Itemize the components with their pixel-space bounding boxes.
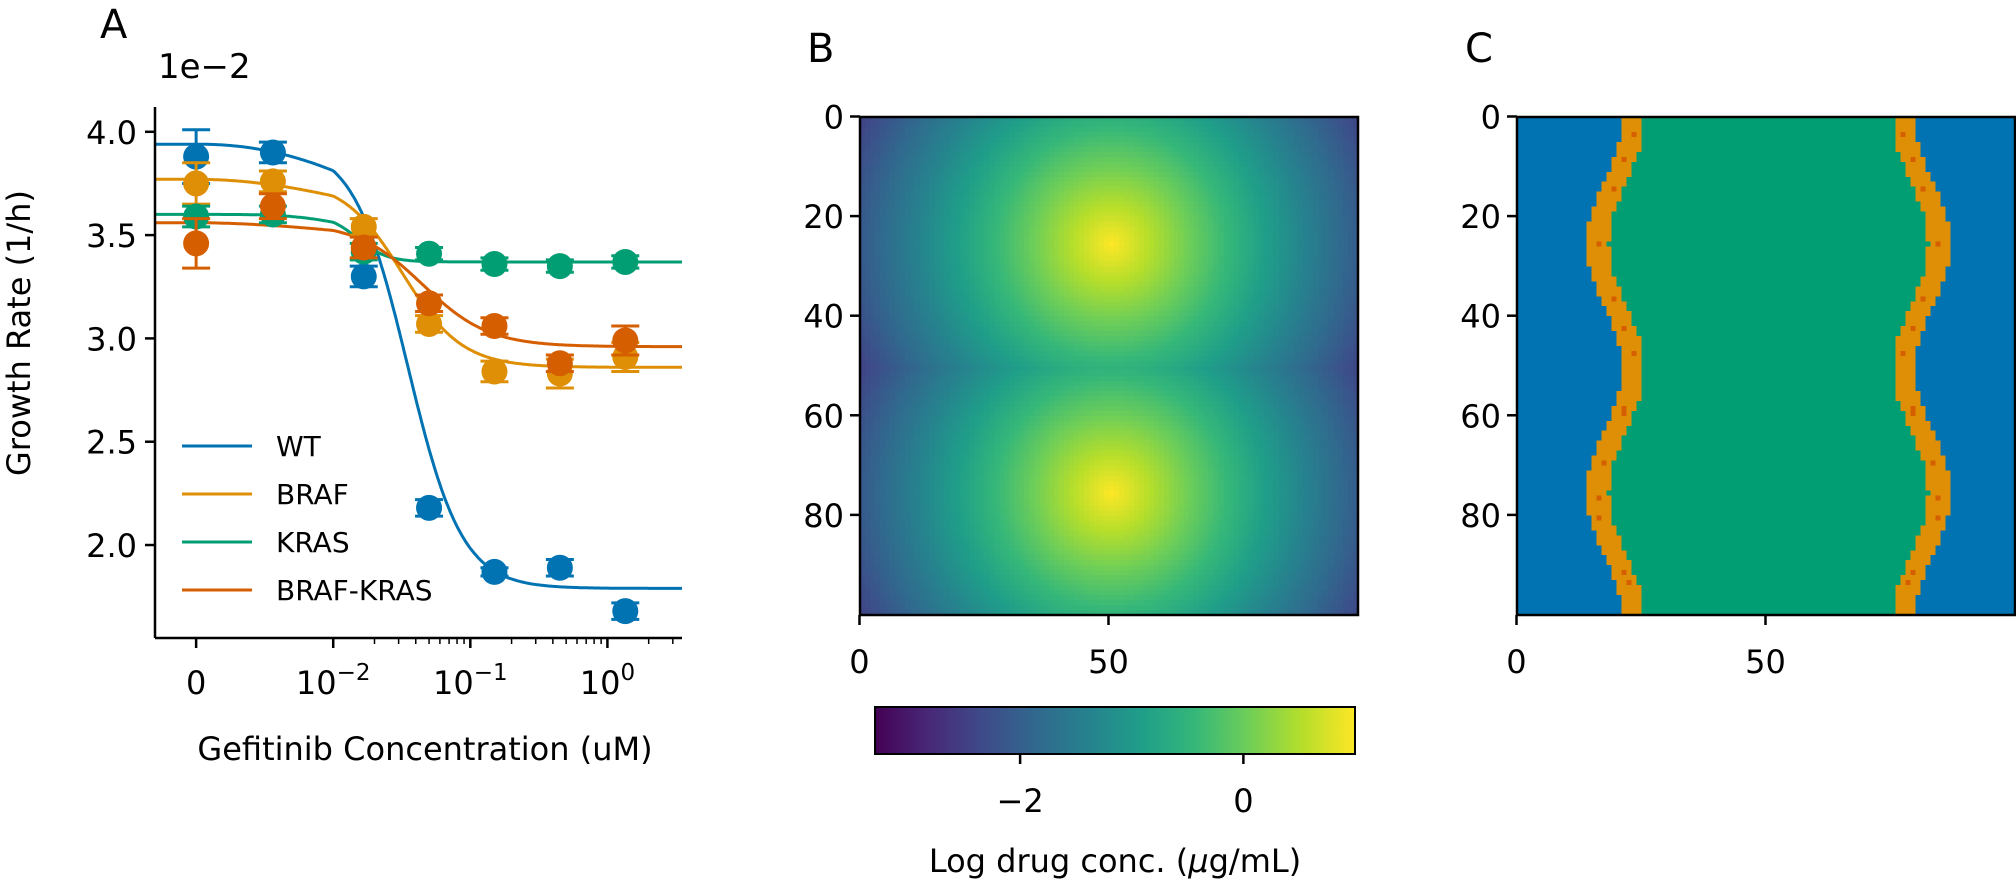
colorbar-tick-label: −2 — [997, 782, 1044, 820]
y-tick-label: 3.5 — [86, 217, 137, 255]
panel-label-c: C — [1465, 26, 1493, 72]
panel-a-growth-curves: 1e−2 Growth Rate (1/h) Gefitinib Concent… — [0, 47, 682, 768]
y-tick-label: 60 — [803, 397, 844, 435]
y-tick-label: 20 — [1460, 198, 1501, 236]
x-tick-label: 50 — [1088, 643, 1129, 681]
data-point-wt — [416, 494, 443, 521]
x-tick-label: 0 — [849, 643, 869, 681]
y-axis-label: Growth Rate (1/h) — [0, 190, 38, 476]
x-tick-label: 10−1 — [433, 660, 508, 702]
panel-label-b: B — [807, 26, 834, 72]
y-tick-label: 0 — [824, 98, 844, 136]
legend: WT BRAF KRAS BRAF-KRAS — [182, 430, 433, 607]
y-tick-label: 60 — [1460, 397, 1501, 435]
data-point-wt — [546, 554, 573, 581]
data-point-wt — [259, 139, 286, 166]
fit-curve-braf-kras — [155, 221, 682, 349]
data-point-kras — [612, 248, 639, 275]
panel-b-drug-concentration: 0 20 40 60 80 0 50 −2 0 Log drug conc. (μg/mL) — [803, 98, 1360, 880]
x-tick-label: 0 — [1506, 643, 1526, 681]
population-heatmap — [1517, 117, 2015, 615]
y-tick-label: 80 — [803, 497, 844, 535]
data-point-kras — [416, 240, 443, 267]
colorbar-tick-label: 0 — [1233, 782, 1253, 820]
y-tick-label: 80 — [1460, 497, 1501, 535]
x-tick-label: 10−2 — [296, 660, 371, 702]
data-point-braf-kras — [183, 230, 210, 257]
data-point-kras — [481, 251, 508, 278]
data-point-braf — [481, 358, 508, 385]
y-tick-label: 40 — [803, 298, 844, 336]
y-tick-label: 20 — [803, 198, 844, 236]
data-point-braf-kras — [612, 327, 639, 354]
legend-label-kras: KRAS — [276, 526, 350, 559]
data-point-braf — [350, 213, 377, 240]
data-point-wt — [481, 558, 508, 585]
x-tick-label: 50 — [1745, 643, 1786, 681]
legend-label-wt: WT — [276, 430, 322, 463]
data-point-braf-kras — [416, 290, 443, 317]
fit-curve-braf — [155, 177, 682, 369]
data-point-wt — [350, 263, 377, 290]
data-point-braf — [259, 168, 286, 195]
fit-curve-wt — [155, 142, 682, 590]
y-tick-label: 4.0 — [86, 114, 137, 152]
y-tick-label: 3.0 — [86, 320, 137, 358]
drug-concentration-heatmap — [860, 117, 1358, 615]
colorbar — [874, 706, 1356, 755]
y-tick-label: 40 — [1460, 298, 1501, 336]
x-tick-label: 0 — [186, 664, 206, 702]
data-point-wt — [612, 598, 639, 625]
data-point-kras — [183, 203, 210, 230]
data-point-braf-kras — [546, 350, 573, 377]
data-point-braf-kras — [259, 193, 286, 220]
panel-c-population-map: 0 20 40 60 80 0 50 — [1460, 98, 2016, 681]
x-axis-label: Gefitinib Concentration (uM) — [197, 730, 652, 768]
y-scale-label: 1e−2 — [158, 47, 251, 87]
x-tick-label: 100 — [580, 660, 635, 702]
y-tick-label: 2.0 — [86, 527, 137, 565]
data-point-braf-kras — [481, 313, 508, 340]
legend-label-braf: BRAF — [276, 478, 349, 511]
colorbar-label: Log drug conc. (μg/mL) — [929, 842, 1301, 880]
y-tick-label: 0 — [1481, 98, 1501, 136]
panel-label-a: A — [100, 2, 128, 48]
y-tick-label: 2.5 — [86, 424, 137, 462]
data-point-braf-kras — [350, 234, 377, 261]
legend-label-braf-kras: BRAF-KRAS — [276, 574, 433, 607]
data-point-braf — [183, 170, 210, 197]
data-point-kras — [546, 253, 573, 280]
data-point-braf — [416, 310, 443, 337]
